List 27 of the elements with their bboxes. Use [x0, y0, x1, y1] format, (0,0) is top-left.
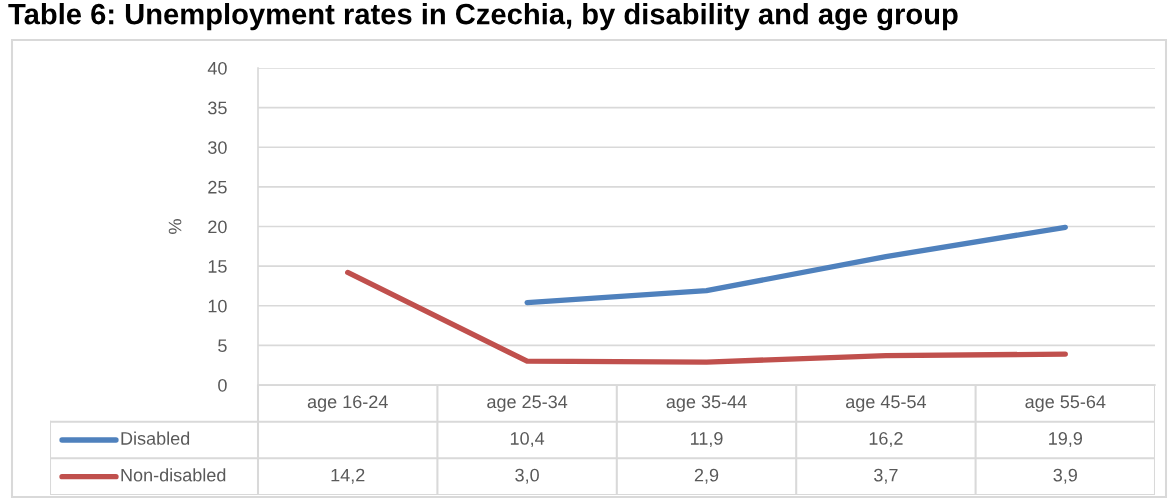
x-tick-label: age 55-64: [1025, 395, 1106, 412]
y-tick-label: 35: [208, 101, 227, 115]
data-label: 14,2: [331, 468, 365, 484]
data-label: 19,9: [1049, 432, 1083, 447]
chart-title: Table 6: Unemployment rates in Czechia, by disability and age group: [8, 3, 958, 31]
legend-label: Disabled: [121, 431, 190, 445]
data-label: 2,9: [694, 468, 719, 484]
y-tick-label: 30: [208, 141, 227, 154]
legend-label: Non-disabled: [121, 468, 226, 482]
y-tick-label: 20: [208, 220, 227, 234]
y-tick-label: 25: [208, 180, 227, 194]
data-label: 3,9: [1053, 468, 1077, 484]
data-label: 16,2: [869, 432, 903, 447]
y-tick-label: 40: [207, 61, 227, 75]
x-tick-label: age 35-44: [666, 395, 747, 412]
data-label: 11,9: [690, 432, 723, 447]
data-label: 10,4: [510, 432, 545, 447]
y-tick-label: 0: [218, 378, 227, 392]
x-tick-label: age 25-34: [487, 395, 568, 412]
x-tick-label: age 45-54: [846, 395, 927, 412]
x-tick-label: age 16-24: [307, 395, 388, 412]
y-tick-label: 15: [208, 260, 227, 273]
data-label: 3,7: [874, 468, 898, 484]
data-label: 3,0: [515, 468, 539, 484]
y-tick-label: 5: [218, 339, 227, 353]
y-axis-title: %: [168, 219, 182, 234]
y-tick-label: 10: [208, 299, 227, 313]
